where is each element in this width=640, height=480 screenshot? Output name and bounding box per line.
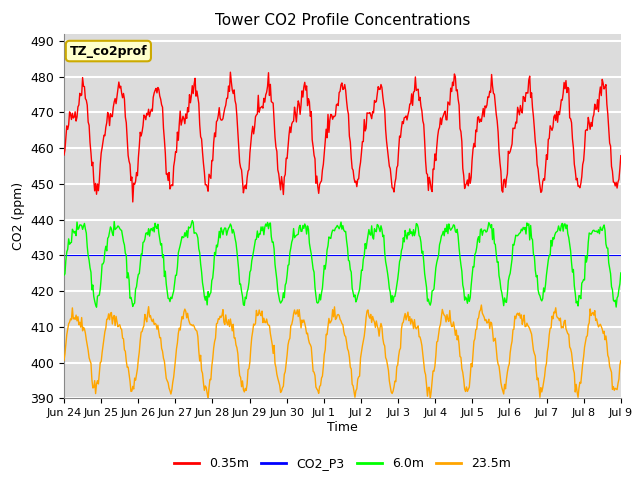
Legend: 0.35m, CO2_P3, 6.0m, 23.5m: 0.35m, CO2_P3, 6.0m, 23.5m — [169, 452, 516, 475]
Y-axis label: CO2 (ppm): CO2 (ppm) — [12, 182, 25, 250]
Text: TZ_co2prof: TZ_co2prof — [70, 45, 147, 58]
Title: Tower CO2 Profile Concentrations: Tower CO2 Profile Concentrations — [214, 13, 470, 28]
X-axis label: Time: Time — [327, 421, 358, 434]
